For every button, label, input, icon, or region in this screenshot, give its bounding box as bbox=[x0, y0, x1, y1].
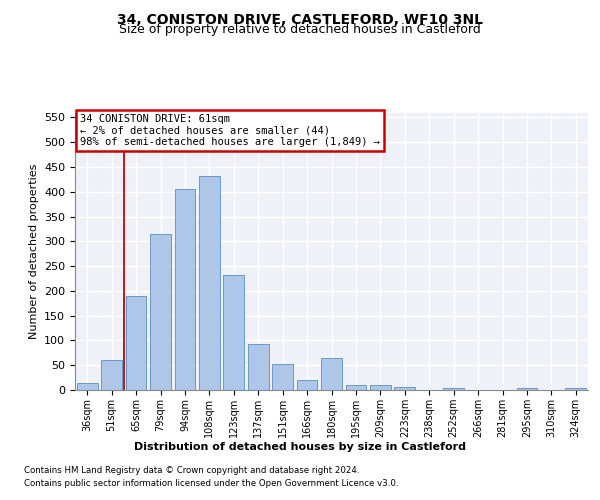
Bar bbox=[125, 296, 146, 390]
Bar bbox=[272, 364, 293, 390]
Bar bbox=[223, 274, 244, 390]
Bar bbox=[565, 388, 586, 390]
Text: 34, CONISTON DRIVE, CASTLEFORD, WF10 3NL: 34, CONISTON DRIVE, CASTLEFORD, WF10 3NL bbox=[117, 12, 483, 26]
Text: Contains HM Land Registry data © Crown copyright and database right 2024.: Contains HM Land Registry data © Crown c… bbox=[24, 466, 359, 475]
Bar bbox=[150, 234, 171, 390]
Bar bbox=[443, 388, 464, 390]
Text: Contains public sector information licensed under the Open Government Licence v3: Contains public sector information licen… bbox=[24, 479, 398, 488]
Bar bbox=[321, 358, 342, 390]
Y-axis label: Number of detached properties: Number of detached properties bbox=[29, 164, 38, 339]
Text: Distribution of detached houses by size in Castleford: Distribution of detached houses by size … bbox=[134, 442, 466, 452]
Bar bbox=[370, 385, 391, 390]
Bar bbox=[394, 387, 415, 390]
Bar bbox=[296, 380, 317, 390]
Text: 34 CONISTON DRIVE: 61sqm
← 2% of detached houses are smaller (44)
98% of semi-de: 34 CONISTON DRIVE: 61sqm ← 2% of detache… bbox=[80, 114, 380, 147]
Bar bbox=[248, 344, 269, 390]
Bar bbox=[517, 388, 538, 390]
Bar bbox=[77, 383, 98, 390]
Bar bbox=[346, 384, 367, 390]
Text: Size of property relative to detached houses in Castleford: Size of property relative to detached ho… bbox=[119, 22, 481, 36]
Bar bbox=[199, 176, 220, 390]
Bar bbox=[175, 189, 196, 390]
Bar bbox=[101, 360, 122, 390]
